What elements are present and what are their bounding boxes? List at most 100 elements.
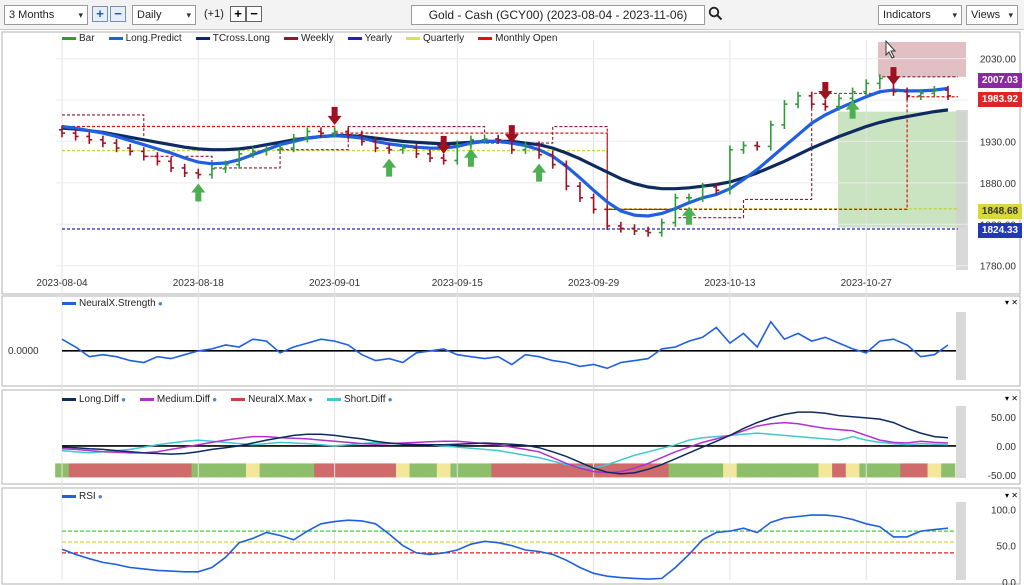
chevron-down-icon: ▾ — [78, 10, 83, 20]
price-bar — [672, 193, 679, 227]
settings-dot-icon[interactable]: ● — [210, 395, 218, 404]
price-bar — [863, 79, 870, 96]
legend-label: Short.Diff — [344, 394, 386, 405]
zoom-in-button[interactable]: + — [92, 6, 108, 22]
neuralx-max-cell — [150, 463, 165, 478]
settings-dot-icon[interactable]: ● — [305, 395, 314, 404]
legend-item[interactable]: Weekly — [283, 33, 334, 44]
short-diff-line — [61, 432, 949, 469]
diff-legend: Long.Diff ● Medium.Diff ● NeuralX.Max ● Sho… — [62, 394, 407, 405]
chart-canvas[interactable]: 2023-08-04 2023-08-18 2023-09-01 2023-09-15… — [0, 30, 1024, 585]
diff-panel-close-icon[interactable]: ▾ ✕ — [1005, 394, 1018, 403]
neuralx-strength-line — [61, 320, 949, 370]
neuralx-max-cell — [300, 463, 315, 478]
interval-select[interactable]: Daily ▾ — [132, 5, 196, 25]
neuralx-max-cell — [273, 463, 288, 478]
neuralx-max-cell — [477, 463, 492, 478]
legend-swatch — [139, 397, 154, 401]
buy-arrow-icon — [845, 100, 860, 119]
indicators-button[interactable]: Indicators ▾ — [878, 5, 962, 25]
search-icon[interactable] — [708, 6, 723, 25]
legend-item[interactable]: Yearly — [347, 33, 392, 44]
neuralx-max-cell — [736, 463, 751, 478]
price-bar — [699, 182, 706, 202]
cursor-icon — [885, 39, 897, 59]
plus-icon: + — [96, 6, 104, 21]
rsi-panel-close-icon[interactable]: ▾ ✕ — [1005, 491, 1018, 500]
price-bar — [590, 193, 597, 214]
neuralx-max-cell — [791, 463, 806, 478]
settings-dot-icon[interactable]: ● — [385, 395, 393, 404]
buy-arrow-icon — [191, 183, 206, 202]
settings-dot-icon[interactable]: ● — [95, 492, 103, 501]
legend-item[interactable]: Long.Predict — [108, 33, 182, 44]
price-bar — [876, 74, 883, 88]
price-bar — [945, 85, 951, 100]
rsi-tick-label: 0.0 — [1002, 578, 1016, 585]
neuralx-max-cell — [205, 463, 220, 478]
price-bar — [386, 143, 393, 154]
period-select[interactable]: 3 Months ▾ — [4, 5, 88, 25]
neuralx-max-cell — [900, 463, 915, 478]
sell-arrow-icon — [818, 82, 833, 100]
views-button[interactable]: Views ▾ — [966, 5, 1018, 25]
neuralx-max-cell — [668, 463, 683, 478]
legend-item[interactable]: NeuralX.Strength ● — [62, 298, 163, 309]
price-bar — [617, 221, 624, 233]
legend-item[interactable]: Bar — [62, 33, 95, 44]
neuralx-max-cell — [395, 463, 411, 478]
offset-label: (+1) — [204, 8, 224, 20]
settings-dot-icon[interactable]: ● — [118, 395, 126, 404]
medium-diff-line — [61, 421, 949, 474]
legend-label: TCross.Long — [212, 33, 270, 44]
neuralx-max-cell — [505, 463, 520, 478]
neuralx-max-cell — [286, 463, 302, 478]
legend-item[interactable]: RSI ● — [62, 491, 103, 502]
neuralx-max-cell — [818, 463, 833, 478]
neuralx-max-cell — [709, 463, 724, 478]
price-bar — [208, 164, 215, 179]
date-tick-label: 2023-10-13 — [704, 278, 756, 289]
price-tick-label: 1880.00 — [980, 179, 1017, 190]
neuralx-panel-close-icon[interactable]: ▾ ✕ — [1005, 298, 1018, 307]
legend-item[interactable]: Monthly Open — [478, 33, 557, 44]
neuralx-max-cell — [654, 463, 670, 478]
legend-item[interactable]: Medium.Diff ● — [139, 394, 218, 405]
legend-label: Weekly — [300, 33, 334, 44]
period-value: 3 Months — [9, 9, 55, 21]
price-tick-label: 1930.00 — [980, 137, 1017, 148]
legend-item[interactable]: Long.Diff ● — [62, 394, 126, 405]
price-tag-close: 2007.03 — [978, 73, 1022, 88]
legend-label: Monthly Open — [495, 33, 558, 44]
neuralx-max-cell — [845, 463, 860, 478]
legend-label: Medium.Diff — [156, 394, 211, 405]
legend-swatch — [347, 36, 362, 40]
neuralx-max-cell — [600, 463, 615, 478]
settings-dot-icon[interactable]: ● — [155, 299, 163, 308]
price-bar — [72, 129, 79, 141]
date-tick-label: 2023-09-29 — [568, 278, 620, 289]
neuralx-max-cell — [341, 463, 356, 478]
long-predict-line — [61, 86, 949, 218]
price-bar — [754, 141, 761, 151]
legend-item[interactable]: TCross.Long — [195, 33, 270, 44]
price-bar — [931, 85, 938, 98]
legend-item[interactable]: NeuralX.Max ● — [231, 394, 313, 405]
offset-minus-button[interactable]: − — [246, 6, 262, 22]
legend-label: Long.Diff — [79, 394, 119, 405]
neuralx-scroll-gutter — [956, 312, 966, 380]
legend-item[interactable]: Quarterly — [406, 33, 464, 44]
offset-plus-button[interactable]: + — [230, 6, 246, 22]
neuralx-max-cell — [777, 463, 792, 478]
legend-item[interactable]: Short.Diff ● — [327, 394, 393, 405]
symbol-title-input[interactable]: Gold - Cash (GCY00) (2023-08-04 - 2023-1… — [411, 5, 705, 25]
price-bar — [645, 226, 652, 237]
price-bar — [127, 143, 134, 156]
legend-label: NeuralX.Max — [248, 394, 306, 405]
buy-arrow-icon — [463, 148, 478, 167]
neuralx-max-cell — [832, 463, 847, 478]
neuralx-max-cell — [123, 463, 138, 478]
zoom-out-button[interactable]: − — [110, 6, 126, 22]
sell-arrow-icon — [504, 125, 519, 144]
neuralx-max-cell — [177, 463, 192, 478]
